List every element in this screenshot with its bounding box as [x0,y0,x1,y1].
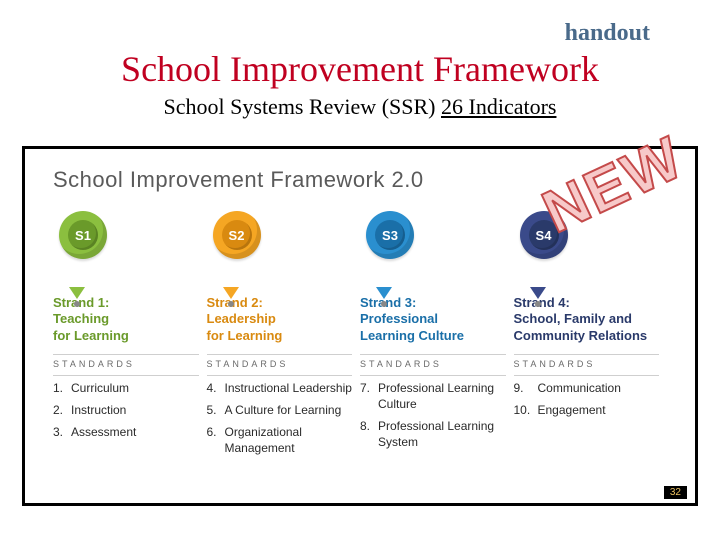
pin-s1-tail [69,287,85,299]
page-subtitle: School Systems Review (SSR) 26 Indicator… [0,94,720,120]
standards-label-2: STANDARDS [207,359,353,369]
std-num: 3. [53,424,71,440]
std-num: 5. [207,402,225,418]
std-text: Curriculum [71,380,129,396]
subtitle-link[interactable]: 26 Indicators [441,94,556,119]
strand-2-title-l3: for Learning [207,328,283,343]
strands-row: S1 Strand 1: Teaching for Learning STAND… [53,211,667,493]
standards-label-4: STANDARDS [514,359,660,369]
pin-s4-dot [535,301,541,307]
strand-4-title-l2: School, Family and [514,311,632,326]
pin-s4-inner: S4 [529,220,559,250]
divider [207,375,353,376]
pin-s4-outer: S4 [520,211,568,259]
strand-3-standards: 7.Professional Learning Culture 8.Profes… [360,380,506,451]
pin-s4-tail [530,287,546,299]
strand-1-standards: 1.Curriculum 2.Instruction 3.Assessment [53,380,199,441]
std-num: 2. [53,402,71,418]
strand-3-title-l3: Learning Culture [360,328,464,343]
list-item: 3.Assessment [53,424,199,440]
std-text: Engagement [538,402,606,418]
header-handout-label: handout [565,20,650,47]
std-text: Instructional Leadership [225,380,352,396]
divider [53,354,199,355]
divider [360,354,506,355]
pin-s3-dot [381,301,387,307]
list-item: 8.Professional Learning System [360,418,506,450]
pin-s1-label: S1 [75,228,91,243]
pin-s3-tail [376,287,392,299]
pin-s3-outer: S3 [366,211,414,259]
list-item: 5.A Culture for Learning [207,402,353,418]
pin-s3-label: S3 [382,228,398,243]
list-item: 10.Engagement [514,402,660,418]
pin-s1-inner: S1 [68,220,98,250]
divider [514,375,660,376]
standards-label-1: STANDARDS [53,359,199,369]
std-num: 8. [360,418,378,450]
page-title: School Improvement Framework [0,48,720,90]
strand-1: S1 Strand 1: Teaching for Learning STAND… [53,211,207,493]
pin-s2-outer: S2 [213,211,261,259]
std-text: Assessment [71,424,136,440]
std-num: 1. [53,380,71,396]
std-num: 9. [514,380,538,396]
strand-4-standards: 9.Communication 10.Engagement [514,380,660,418]
std-num: 4. [207,380,225,396]
std-text: Professional Learning Culture [378,380,506,412]
standards-label-3: STANDARDS [360,359,506,369]
pin-s3-inner: S3 [375,220,405,250]
pin-s4-label: S4 [536,228,552,243]
strand-2: S2 Strand 2: Leadership for Learning STA… [207,211,361,493]
list-item: 6.Organizational Management [207,424,353,456]
list-item: 9.Communication [514,380,660,396]
strand-1-title-l3: for Learning [53,328,129,343]
std-text: A Culture for Learning [225,402,342,418]
std-num: 6. [207,424,225,456]
strand-2-title-l2: Leadership [207,311,276,326]
list-item: 1.Curriculum [53,380,199,396]
std-num: 10. [514,402,538,418]
std-num: 7. [360,380,378,412]
strand-3-title-l2: Professional [360,311,438,326]
strand-4: S4 Strand 4: School, Family and Communit… [514,211,668,493]
pin-s1-outer: S1 [59,211,107,259]
pin-s2-dot [228,301,234,307]
strand-2-pin: S2 [207,211,353,289]
strand-2-standards: 4.Instructional Leadership 5.A Culture f… [207,380,353,457]
list-item: 4.Instructional Leadership [207,380,353,396]
std-text: Professional Learning System [378,418,506,450]
framework-title: School Improvement Framework 2.0 [53,167,424,193]
list-item: 2.Instruction [53,402,199,418]
divider [360,375,506,376]
std-text: Communication [538,380,621,396]
divider [207,354,353,355]
page-number: 32 [664,486,687,499]
strand-1-pin: S1 [53,211,199,289]
std-text: Instruction [71,402,126,418]
divider [53,375,199,376]
pin-s2-tail [223,287,239,299]
divider [514,354,660,355]
strand-4-pin: S4 [514,211,660,289]
std-text: Organizational Management [225,424,353,456]
strand-3-pin: S3 [360,211,506,289]
strand-1-title-l2: Teaching [53,311,109,326]
list-item: 7.Professional Learning Culture [360,380,506,412]
pin-s2-label: S2 [229,228,245,243]
strand-3: S3 Strand 3: Professional Learning Cultu… [360,211,514,493]
subtitle-prefix: School Systems Review (SSR) [164,94,441,119]
framework-frame: School Improvement Framework 2.0 S1 Stra… [22,146,698,506]
pin-s2-inner: S2 [222,220,252,250]
strand-4-title-l3: Community Relations [514,328,648,343]
pin-s1-dot [74,301,80,307]
